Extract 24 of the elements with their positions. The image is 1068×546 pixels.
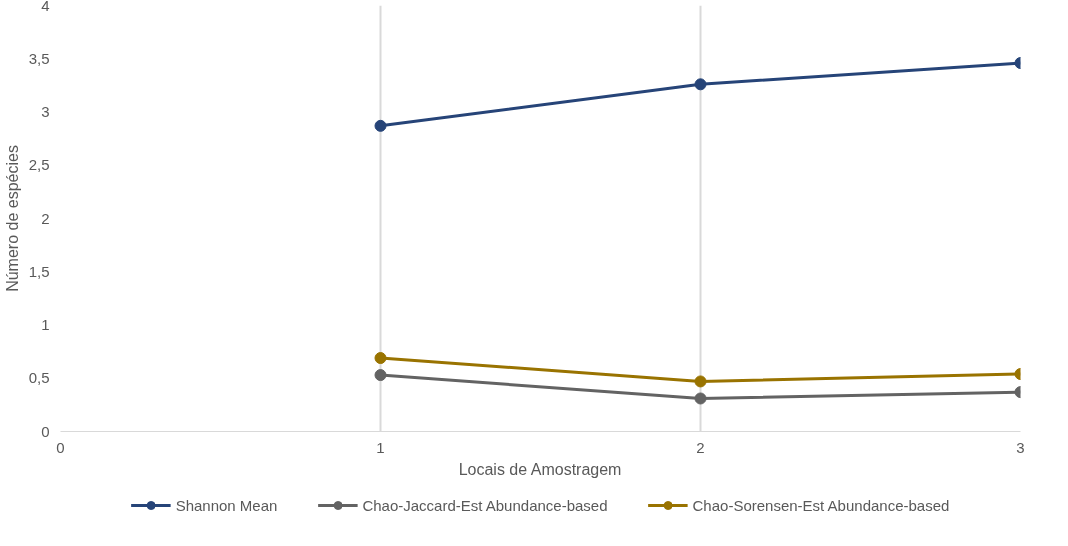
legend-label: Chao-Sorensen-Est Abundance-based <box>692 496 950 514</box>
y-tick-label: 2 <box>41 209 50 227</box>
point <box>374 352 387 364</box>
x-tick-label: 3 <box>1016 438 1025 456</box>
point <box>694 392 707 405</box>
y-tick-label: 2,5 <box>28 156 50 174</box>
y-tick-label: 4 <box>41 0 50 14</box>
y-tick-label: 1 <box>41 316 50 333</box>
point <box>694 375 707 388</box>
x-tick-label: 1 <box>376 438 385 456</box>
y-tick-label: 3,5 <box>28 49 50 67</box>
point <box>374 119 387 132</box>
legend-label: Chao-Jaccard-Est Abundance-based <box>362 496 608 514</box>
point <box>694 78 707 91</box>
x-axis-title: Locais de Amostragem <box>458 460 622 478</box>
y-tick-label: 0 <box>41 422 50 440</box>
x-tick-label: 2 <box>696 438 705 456</box>
y-tick-label: 3 <box>41 103 50 120</box>
point <box>374 369 387 382</box>
legend-label: Shannon Mean <box>175 496 278 514</box>
y-tick-label: 0,5 <box>28 369 50 387</box>
y-tick-label: 1,5 <box>28 262 50 280</box>
x-tick-label: 0 <box>56 438 65 456</box>
y-axis-title: Número de espécies <box>3 145 21 292</box>
